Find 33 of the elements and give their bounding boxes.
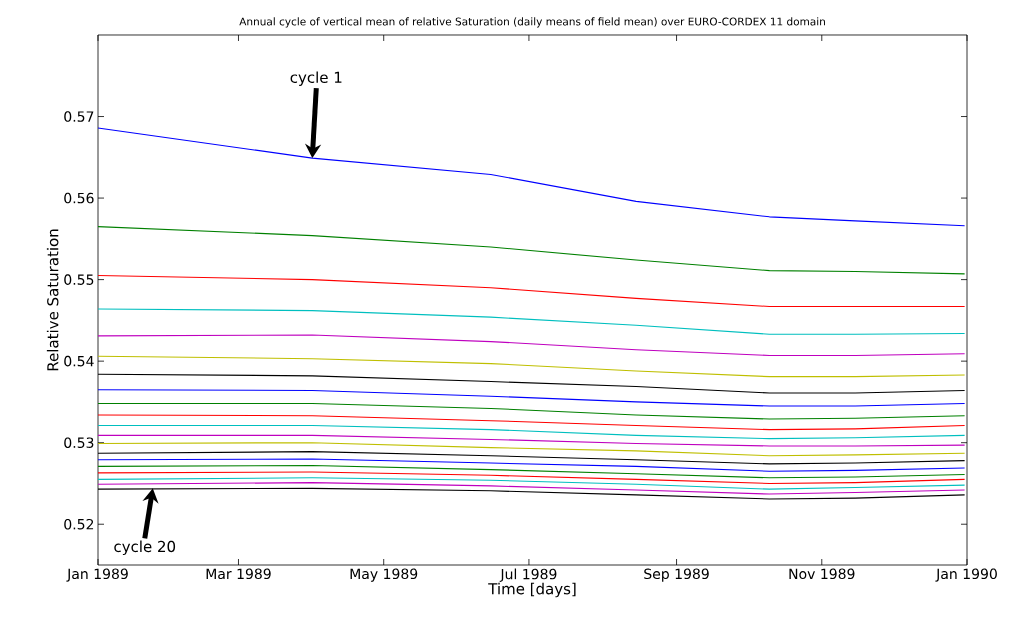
y-tick-label: 0.56 [64,192,94,204]
line-series [97,403,966,420]
y-tick-label: 0.55 [64,274,94,285]
y-tick-label: 0.52 [64,518,94,530]
y-tick-label: 0.57 [64,111,94,122]
annotation: cycle 1 [290,71,342,86]
x-tick-label: Mar 1989 [206,568,271,580]
y-axis-title: Relative Saturation [46,229,59,371]
line-series [97,414,966,431]
line-series [97,308,966,335]
x-tick-label: May 1989 [350,568,418,582]
line-series [97,127,966,227]
x-tick-label: Nov 1989 [789,568,855,580]
line-series [97,477,966,490]
x-axis-title: Time [days] [488,582,576,598]
y-tick-label: 0.54 [64,355,94,367]
x-tick-label: Jul 1989 [499,568,557,582]
chart-title: Annual cycle of vertical mean of relative Saturation (daily means of field mean) over EURO-CORDEX 11 domain [239,17,825,28]
line-series [97,434,966,447]
line-series [97,355,966,378]
line-series [97,464,966,479]
line-series [97,442,966,457]
x-tick-label: Jan 1989 [66,568,128,582]
line-series [97,226,966,275]
line-series [97,389,966,407]
annotation: cycle 20 [114,540,176,556]
line-series [97,471,966,485]
line-series [97,425,966,440]
x-tick-label: Jan 1990 [935,568,997,582]
x-tick-label: Sep 1989 [644,568,709,582]
line-series [97,334,966,356]
y-tick-label: 0.53 [64,437,94,448]
line-series [97,458,966,472]
